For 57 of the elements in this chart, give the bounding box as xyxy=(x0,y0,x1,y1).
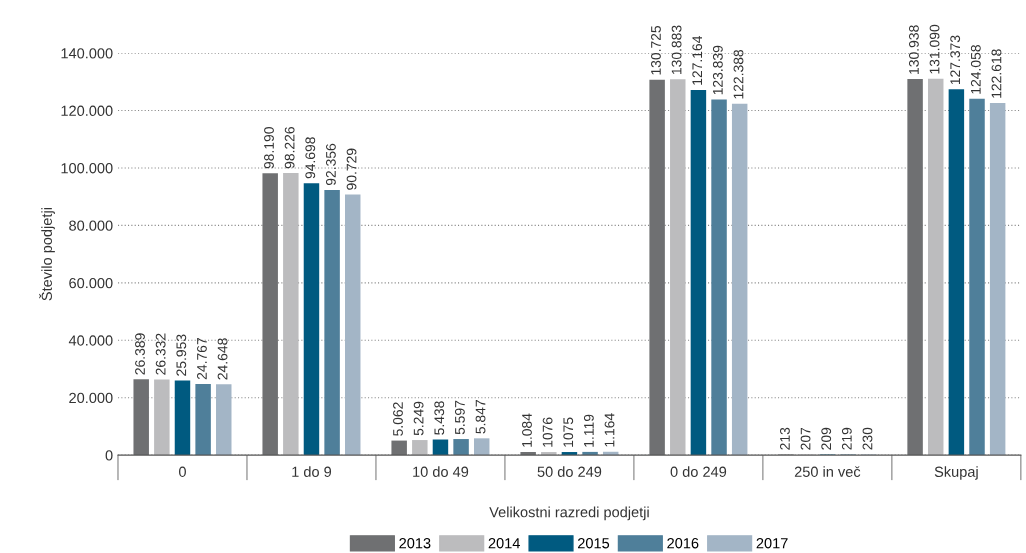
legend-label: 2016 xyxy=(667,538,699,549)
data-label: 98.226 xyxy=(284,127,295,169)
x-tick-label: 0 xyxy=(179,466,186,477)
data-label: 124.058 xyxy=(970,45,981,94)
y-tick-label: 20.000 xyxy=(69,392,113,404)
x-axis-title: Velikostni razredi podjetji xyxy=(489,506,649,521)
data-label: 230 xyxy=(862,427,873,450)
data-label: 1075 xyxy=(563,417,574,447)
data-label: 130.938 xyxy=(909,25,919,74)
data-label: 213 xyxy=(780,427,790,450)
x-tick-label: 10 do 49 xyxy=(413,466,469,477)
data-label: 1.084 xyxy=(522,413,532,447)
data-label: 5.062 xyxy=(393,402,403,436)
legend-label: 2013 xyxy=(399,538,431,549)
data-label: 1.119 xyxy=(583,414,594,447)
legend-label: 2017 xyxy=(756,538,788,549)
data-label: 26.389 xyxy=(135,333,145,375)
x-tick-label: Skupaj xyxy=(934,466,978,480)
legend-label: 2014 xyxy=(488,538,520,549)
y-axis-title: Število podjetji xyxy=(39,208,55,301)
data-label: 5.597 xyxy=(454,400,465,435)
y-tick-label: 140.000 xyxy=(61,48,113,59)
data-label: 1076 xyxy=(542,417,553,447)
x-tick-label: 0 do 249 xyxy=(670,466,727,477)
data-label: 130.725 xyxy=(651,25,661,75)
x-tick-label: 250 in več xyxy=(794,466,861,477)
data-label: 94.698 xyxy=(305,137,316,179)
data-label: 122.388 xyxy=(733,49,744,99)
x-tick-label: 1 do 9 xyxy=(292,466,332,477)
data-label: 1.164 xyxy=(604,413,615,447)
x-tick-label: 50 do 249 xyxy=(537,466,602,477)
data-label: 127.373 xyxy=(950,35,961,85)
data-label: 24.648 xyxy=(217,338,228,380)
data-label: 26.332 xyxy=(155,333,166,375)
data-label: 90.729 xyxy=(346,148,357,190)
data-label: 5.249 xyxy=(413,401,424,436)
data-label: 127.164 xyxy=(692,35,703,85)
data-label: 131.090 xyxy=(929,24,940,74)
data-label: 130.883 xyxy=(671,25,682,75)
data-label: 123.839 xyxy=(712,45,723,95)
y-tick-label: 0 xyxy=(105,450,113,461)
y-tick-label: 60.000 xyxy=(69,277,113,289)
data-label: 24.767 xyxy=(197,338,207,380)
data-label: 92.356 xyxy=(325,143,336,186)
data-label: 5.847 xyxy=(475,400,486,434)
y-tick-label: 40.000 xyxy=(68,335,113,346)
data-label: 25.953 xyxy=(176,334,187,376)
data-label: 122.618 xyxy=(991,49,1002,98)
data-label: 219 xyxy=(841,427,852,450)
data-label: 209 xyxy=(821,427,832,450)
data-label: 98.190 xyxy=(264,127,274,169)
y-tick-label: 120.000 xyxy=(61,105,113,116)
legend-label: 2015 xyxy=(578,538,610,549)
data-label: 207 xyxy=(800,427,811,450)
y-tick-label: 100.000 xyxy=(61,163,113,174)
y-tick-label: 80.000 xyxy=(69,220,113,231)
data-label: 5.438 xyxy=(434,401,445,435)
